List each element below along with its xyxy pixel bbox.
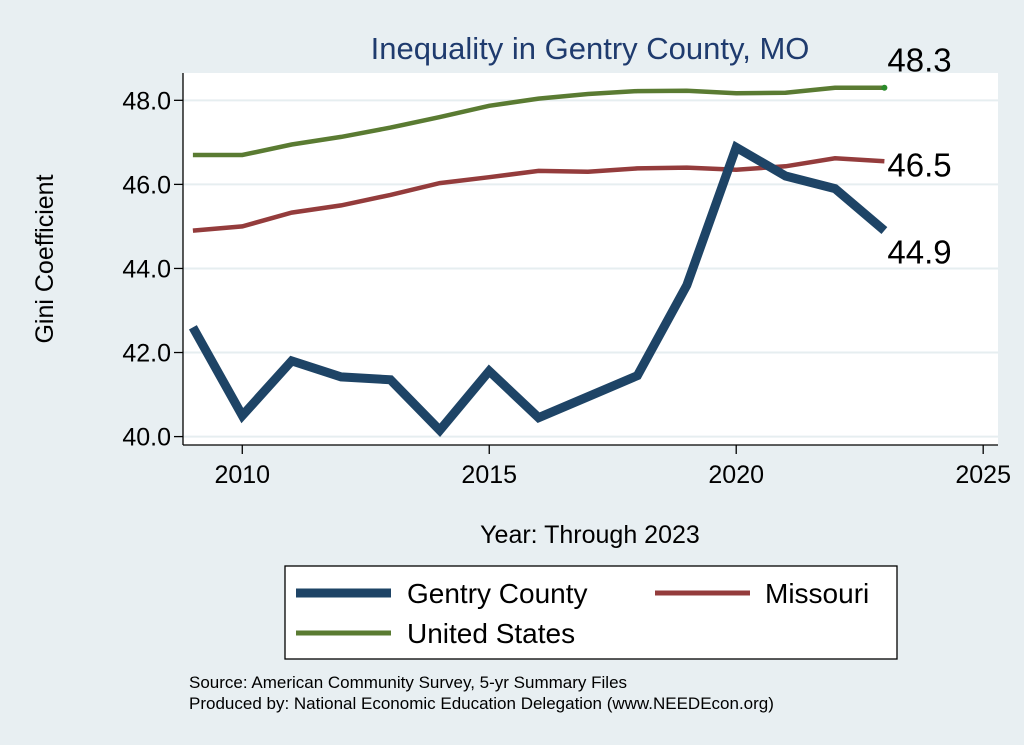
x-tick-label: 2010 [214, 461, 270, 489]
x-tick-label: 2020 [708, 461, 764, 489]
legend: Gentry County Missouri United States [284, 565, 898, 660]
legend-label-united-states: United States [407, 618, 575, 649]
series-line-gentry-county [188, 140, 888, 438]
legend-label-missouri: Missouri [765, 578, 869, 609]
end-label-united-states: 48.3 [887, 42, 951, 79]
plot-area [183, 73, 998, 445]
x-tick-label: 2015 [461, 461, 517, 489]
series-end-labels: 48.3 46.5 44.9 [887, 42, 951, 271]
x-axis-ticks: 2010 2015 2020 2025 [214, 445, 1011, 489]
x-axis-label: Year: Through 2023 [480, 521, 700, 549]
legend-label-gentry-county: Gentry County [407, 578, 588, 609]
y-axis-ticks: 40.0 42.0 44.0 46.0 48.0 [122, 87, 183, 452]
legend-box [284, 565, 898, 660]
produced-by-note: Produced by: National Economic Education… [189, 694, 774, 713]
y-tick-label: 44.0 [122, 255, 171, 283]
source-note: Source: American Community Survey, 5-yr … [189, 673, 627, 692]
y-tick-label: 46.0 [122, 171, 171, 199]
grid-lines [183, 99, 998, 438]
end-label-gentry-county: 44.9 [887, 234, 951, 271]
series-lines [188, 84, 888, 438]
series-end-marker-united-states [881, 84, 888, 91]
x-tick-label: 2025 [955, 461, 1011, 489]
chart-title: Inequality in Gentry County, MO [371, 31, 810, 66]
y-axis-label: Gini Coefficient [31, 174, 59, 343]
y-tick-label: 40.0 [122, 424, 171, 452]
y-tick-label: 42.0 [122, 340, 171, 368]
end-label-missouri: 46.5 [887, 146, 951, 183]
y-tick-label: 48.0 [122, 87, 171, 115]
series-line-united-states [192, 85, 885, 158]
